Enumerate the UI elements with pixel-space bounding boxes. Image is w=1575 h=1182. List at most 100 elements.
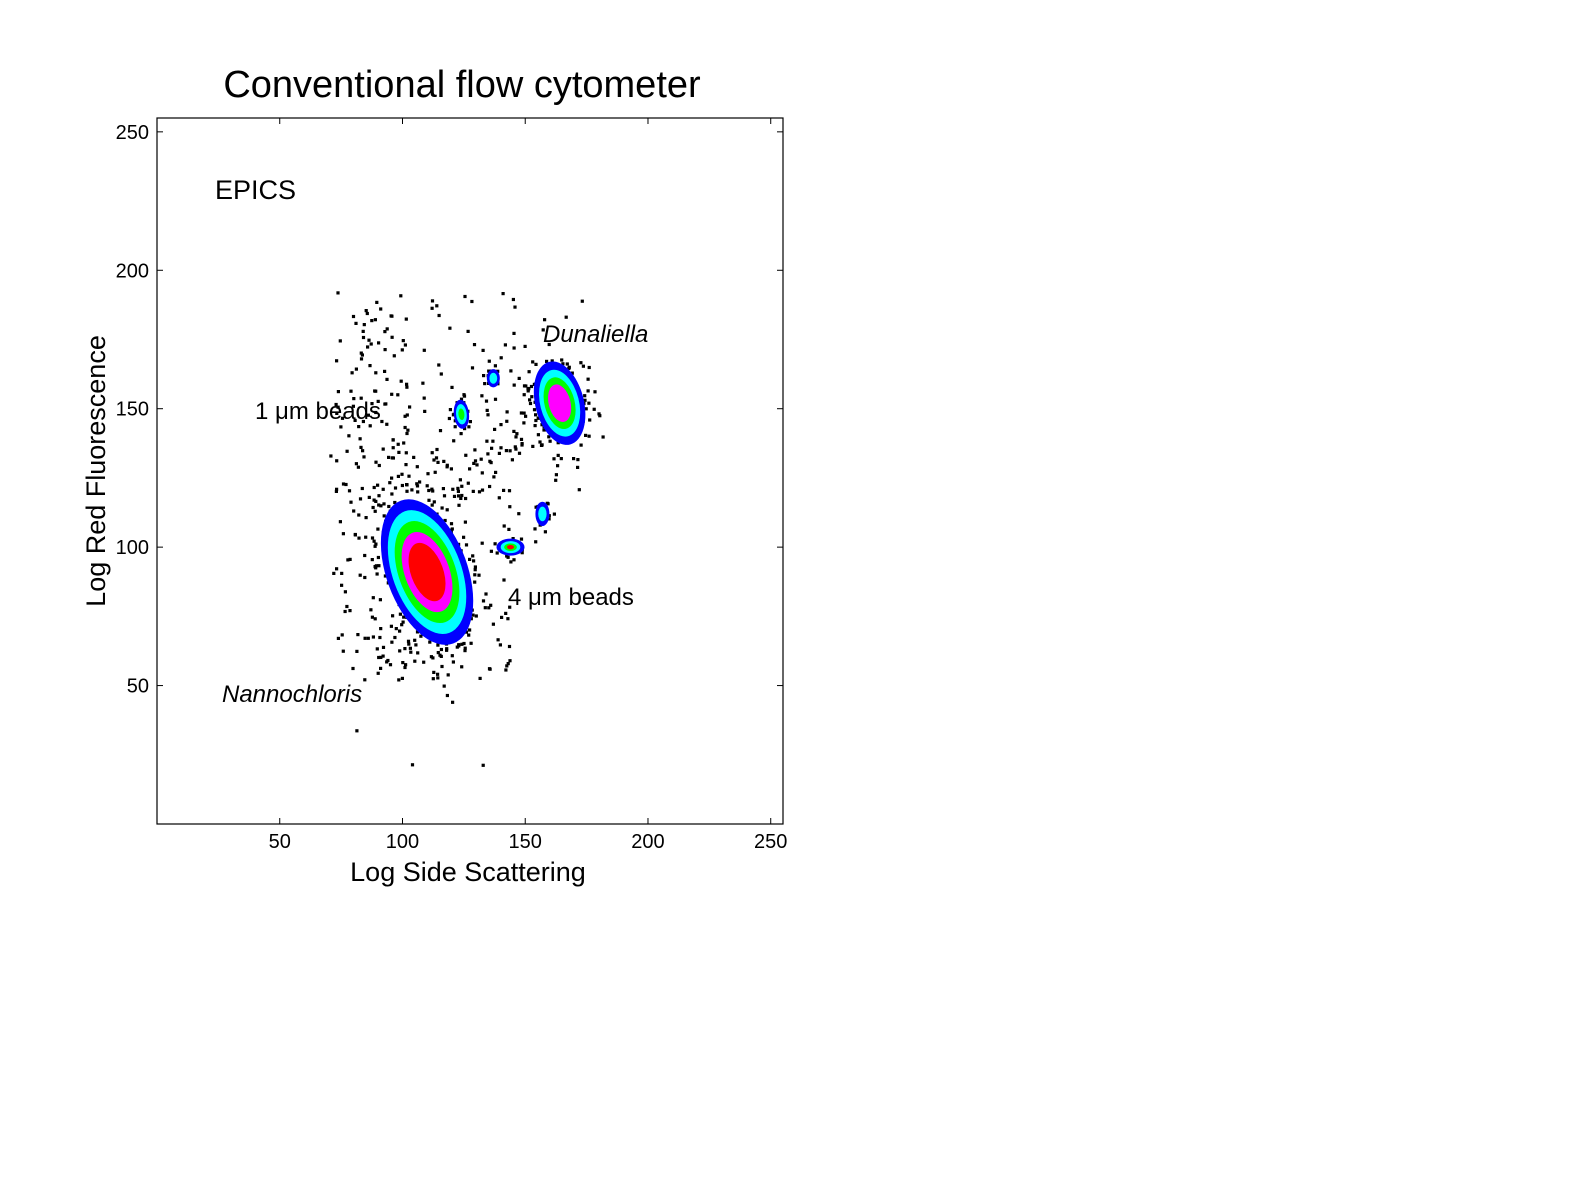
background-point — [435, 304, 439, 308]
population-point — [597, 412, 601, 416]
population-point — [519, 537, 524, 541]
background-point — [339, 425, 343, 429]
background-point — [502, 524, 506, 528]
population-point — [431, 656, 435, 660]
population-point — [427, 488, 431, 493]
population-point — [451, 660, 455, 664]
population-point — [547, 435, 551, 439]
background-point — [356, 633, 360, 637]
population-point — [498, 643, 502, 647]
population-point — [416, 651, 420, 655]
background-point — [397, 450, 401, 454]
density-contour — [458, 408, 465, 421]
background-point — [348, 609, 352, 613]
population-point — [478, 676, 482, 680]
population-point — [413, 638, 417, 642]
background-point — [430, 299, 435, 303]
annotation-1um-beads: 1 μm beads — [255, 398, 381, 425]
population-point — [543, 530, 547, 534]
population-point — [450, 527, 454, 531]
background-point — [431, 677, 435, 681]
population-point — [408, 646, 412, 650]
background-point — [360, 486, 364, 491]
background-point — [366, 413, 370, 417]
population-point — [459, 397, 464, 401]
background-point — [340, 571, 344, 575]
background-point — [475, 463, 479, 467]
background-point — [358, 437, 362, 441]
background-point — [345, 449, 349, 453]
background-point — [400, 472, 404, 476]
background-point — [392, 354, 396, 358]
chart-title: Conventional flow cytometer — [223, 64, 701, 106]
background-point — [419, 634, 423, 638]
population-point — [474, 614, 478, 618]
population-point — [533, 527, 537, 531]
background-point — [499, 423, 503, 427]
population-point — [407, 642, 411, 646]
background-point — [349, 389, 353, 393]
background-point — [456, 489, 460, 493]
background-point — [379, 666, 383, 670]
background-point — [361, 335, 366, 340]
background-point — [374, 410, 378, 415]
background-point — [332, 571, 336, 575]
population-point — [598, 414, 602, 418]
background-point — [510, 458, 514, 462]
population-point — [466, 481, 470, 485]
background-point — [362, 455, 366, 459]
population-point — [381, 487, 385, 491]
population-point — [361, 419, 365, 424]
background-point — [377, 564, 381, 568]
population-point — [601, 435, 605, 439]
background-point — [343, 590, 347, 594]
instrument-label: EPICS — [215, 175, 296, 205]
background-point — [403, 343, 407, 347]
population-point — [394, 627, 398, 631]
population-point — [584, 433, 588, 437]
background-point — [354, 462, 358, 466]
population-point — [376, 555, 380, 560]
background-point — [396, 393, 400, 397]
population-point — [496, 638, 500, 642]
background-point — [402, 441, 406, 445]
population-point — [352, 509, 356, 513]
background-point — [336, 390, 340, 394]
population-point — [372, 498, 376, 502]
background-point — [505, 419, 509, 423]
background-point — [486, 452, 490, 456]
background-point — [463, 649, 467, 653]
background-point — [366, 636, 370, 640]
population-point — [374, 460, 378, 464]
background-point — [405, 431, 409, 436]
background-point — [354, 321, 358, 325]
population-point — [505, 664, 509, 668]
population-point — [355, 729, 359, 733]
background-point — [438, 429, 443, 433]
background-point — [460, 642, 464, 646]
background-point — [403, 665, 407, 670]
background-point — [363, 678, 367, 682]
population-point — [398, 612, 402, 616]
population-point — [349, 500, 353, 504]
background-point — [442, 459, 446, 463]
background-point — [356, 465, 360, 469]
background-point — [348, 557, 352, 561]
background-point — [433, 470, 437, 474]
population-point — [407, 474, 411, 478]
population-point — [577, 488, 581, 492]
x-tick-label: 150 — [509, 831, 542, 853]
background-point — [547, 342, 551, 347]
background-point — [437, 363, 441, 367]
population-point — [363, 575, 367, 580]
background-point — [381, 654, 385, 658]
background-point — [370, 615, 374, 619]
background-point — [422, 660, 426, 664]
background-point — [457, 503, 461, 507]
background-point — [370, 319, 374, 323]
population-point — [389, 624, 393, 628]
background-point — [485, 439, 489, 443]
background-point — [488, 484, 492, 489]
population-point — [430, 503, 434, 507]
